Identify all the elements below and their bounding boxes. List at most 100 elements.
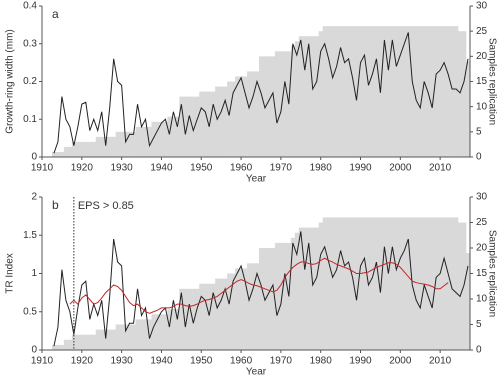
sample-depth-bar [135,126,140,157]
sample-depth-bar [462,31,467,158]
sample-depth-bar [119,131,124,157]
sample-depth-bar [418,26,423,158]
sample-depth-bar [239,268,244,350]
sample-depth-bar [278,51,284,157]
sample-depth-bar [147,319,152,350]
sample-depth-bar [398,26,403,158]
sample-depth-bar [454,26,459,158]
sample-depth-bar [227,273,232,350]
y2-axis-label: Samples replication [486,38,497,125]
sample-depth-bar [362,217,367,350]
sample-depth-bar [466,61,471,157]
sample-depth-bar [442,26,447,158]
sample-depth-bar [410,26,415,158]
sample-depth-bar [95,136,101,157]
sample-depth-bar [450,26,455,158]
sample-depth-bar [274,242,280,350]
sample-depth-bar [258,56,264,158]
y-tick-label: 0.3 [23,38,37,49]
sample-depth-bar [51,151,57,157]
sample-depth-bar [79,334,85,350]
sample-depth-bar [338,26,343,158]
sample-depth-bar [71,141,77,157]
sample-depth-bar [282,242,288,350]
sample-depth-bar [59,344,65,350]
sample-depth-bar [83,141,89,157]
sample-depth-bar [175,309,180,350]
sample-depth-bar [227,81,232,157]
sample-depth-bar [394,217,399,350]
sample-depth-bar [422,217,427,350]
sample-depth-bar [139,126,144,157]
sample-depth-bar [458,31,463,158]
sample-depth-bar [79,141,85,157]
sample-depth-bar [306,36,312,158]
data-line [69,257,449,314]
sample-depth-bar [330,26,335,158]
sample-depth-bar [231,273,236,350]
sample-depth-bar [55,151,61,157]
sample-depth-bar [195,288,200,350]
x-tick-label: 2000 [389,163,412,174]
sample-depth-bar [107,136,112,157]
sample-depth-bar [266,248,272,350]
sample-depth-bar [334,26,339,158]
sample-depth-bar [187,96,192,157]
x-tick-label: 1980 [310,163,333,174]
sample-depth-bar [302,36,308,158]
panel-label: a [52,7,59,21]
sample-depth-bar [330,217,335,350]
x-tick-label: 1960 [230,356,253,367]
sample-depth-bar [430,26,435,158]
sample-depth-bar [199,91,204,157]
y2-tick-label: 20 [476,243,488,254]
y-axis-label: Growth-ring width (mm) [5,29,16,133]
sample-depth-bar [362,26,367,158]
y2-tick-label: 0 [476,152,482,163]
x-tick-label: 1930 [111,163,134,174]
sample-depth-bar [115,324,120,350]
sample-depth-bar [274,51,280,157]
y2-tick-label: 30 [476,1,488,12]
sample-depth-bar [131,324,136,350]
y2-tick-label: 15 [476,268,488,279]
sample-depth-bar [119,324,124,350]
sample-depth-bar [159,314,164,350]
sample-depth-bar [322,26,327,158]
x-tick-label: 1950 [190,356,213,367]
sample-depth-bar [123,324,128,350]
sample-depth-bar [326,26,331,158]
sample-depth-bar [155,121,160,157]
sample-depth-bar [203,283,208,350]
y2-tick-label: 25 [476,26,488,37]
sample-depth-bar [370,217,375,350]
sample-depth-bar [270,56,276,158]
x-tick-label: 1940 [150,356,173,367]
sample-depth-bar [378,217,383,350]
panel-label: b [52,198,59,212]
sample-depth-bar [87,334,93,350]
sample-depth-bar [298,36,304,158]
sample-depth-bar [75,334,81,350]
sample-depth-bar [59,151,65,157]
sample-depth-bar [374,217,379,350]
x-axis-label: Year [246,367,267,378]
sample-depth-bar [358,217,363,350]
sample-depth-bar [294,41,300,157]
sample-depth-bar [382,217,387,350]
sample-depth-bar [310,227,316,350]
sample-depth-bar [83,334,89,350]
x-tick-label: 1990 [349,163,372,174]
sample-depth-bar [75,141,81,157]
annotation: EPS > 0.85 [78,200,134,212]
sample-depth-bar [179,96,184,157]
sample-depth-bar [103,329,108,350]
x-tick-label: 2010 [429,356,452,367]
sample-depth-bar [159,121,164,157]
sample-depth-bar [147,126,152,157]
sample-depth-bar [438,217,443,350]
sample-depth-bar [223,278,228,350]
x-tick-label: 2000 [389,356,412,367]
sample-depth-bar [215,278,220,350]
sample-depth-bar [211,91,216,157]
